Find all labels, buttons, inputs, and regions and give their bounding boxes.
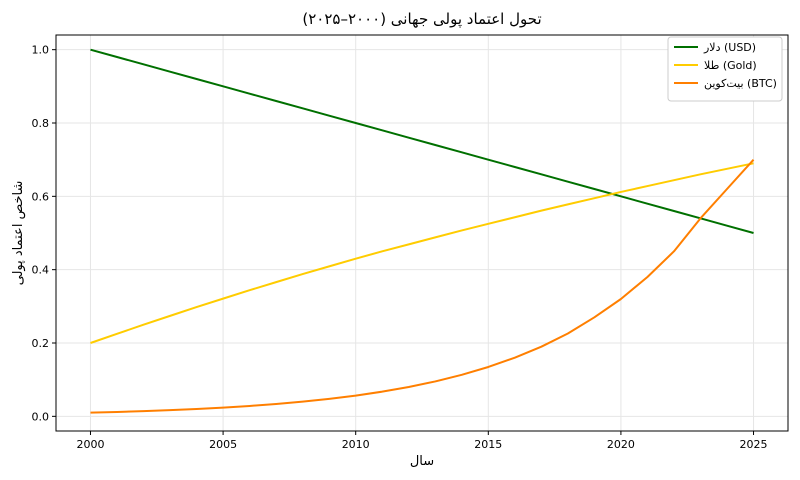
legend: دلار (USD) طلا (Gold) بیت‌کوین (BTC)	[667, 36, 783, 102]
y-tick-label: 0.4	[32, 264, 50, 277]
y-tick-label: 0.2	[32, 337, 50, 350]
plot-frame	[55, 34, 789, 432]
x-tick-label: 2005	[209, 438, 237, 451]
x-tick-label: 2015	[474, 438, 502, 451]
legend-entry: طلا (Gold)	[704, 59, 757, 72]
x-tick-label: 2000	[76, 438, 104, 451]
y-axis-label: شاخص اعتماد پولی	[11, 181, 26, 286]
x-tick-label: 2020	[607, 438, 635, 451]
x-axis-label: سال	[410, 454, 434, 469]
legend-box	[667, 36, 783, 102]
x-tick-label: 2025	[740, 438, 768, 451]
y-tick-label: 1.0	[32, 44, 50, 57]
axis-ticks: 2000 2005 2010 2015 2020 2025 0.0 0.2 0.4 0.6 0.8 1…	[32, 44, 768, 451]
grid	[56, 35, 788, 431]
legend-entry: دلار (USD)	[703, 41, 756, 54]
series-line-0	[90, 48, 754, 234]
chart-title: تحول اعتماد پولی جهانی (۲۰۰۰–۲۰۲۵)	[302, 10, 541, 29]
series-layer	[90, 48, 755, 414]
series-line-1	[90, 162, 754, 344]
y-tick-label: 0.0	[32, 410, 50, 423]
x-tick-label: 2010	[342, 438, 370, 451]
series-line-2	[90, 158, 755, 414]
y-tick-label: 0.8	[32, 117, 50, 130]
y-tick-label: 0.6	[32, 190, 50, 203]
legend-entry: بیت‌کوین (BTC)	[704, 77, 777, 90]
